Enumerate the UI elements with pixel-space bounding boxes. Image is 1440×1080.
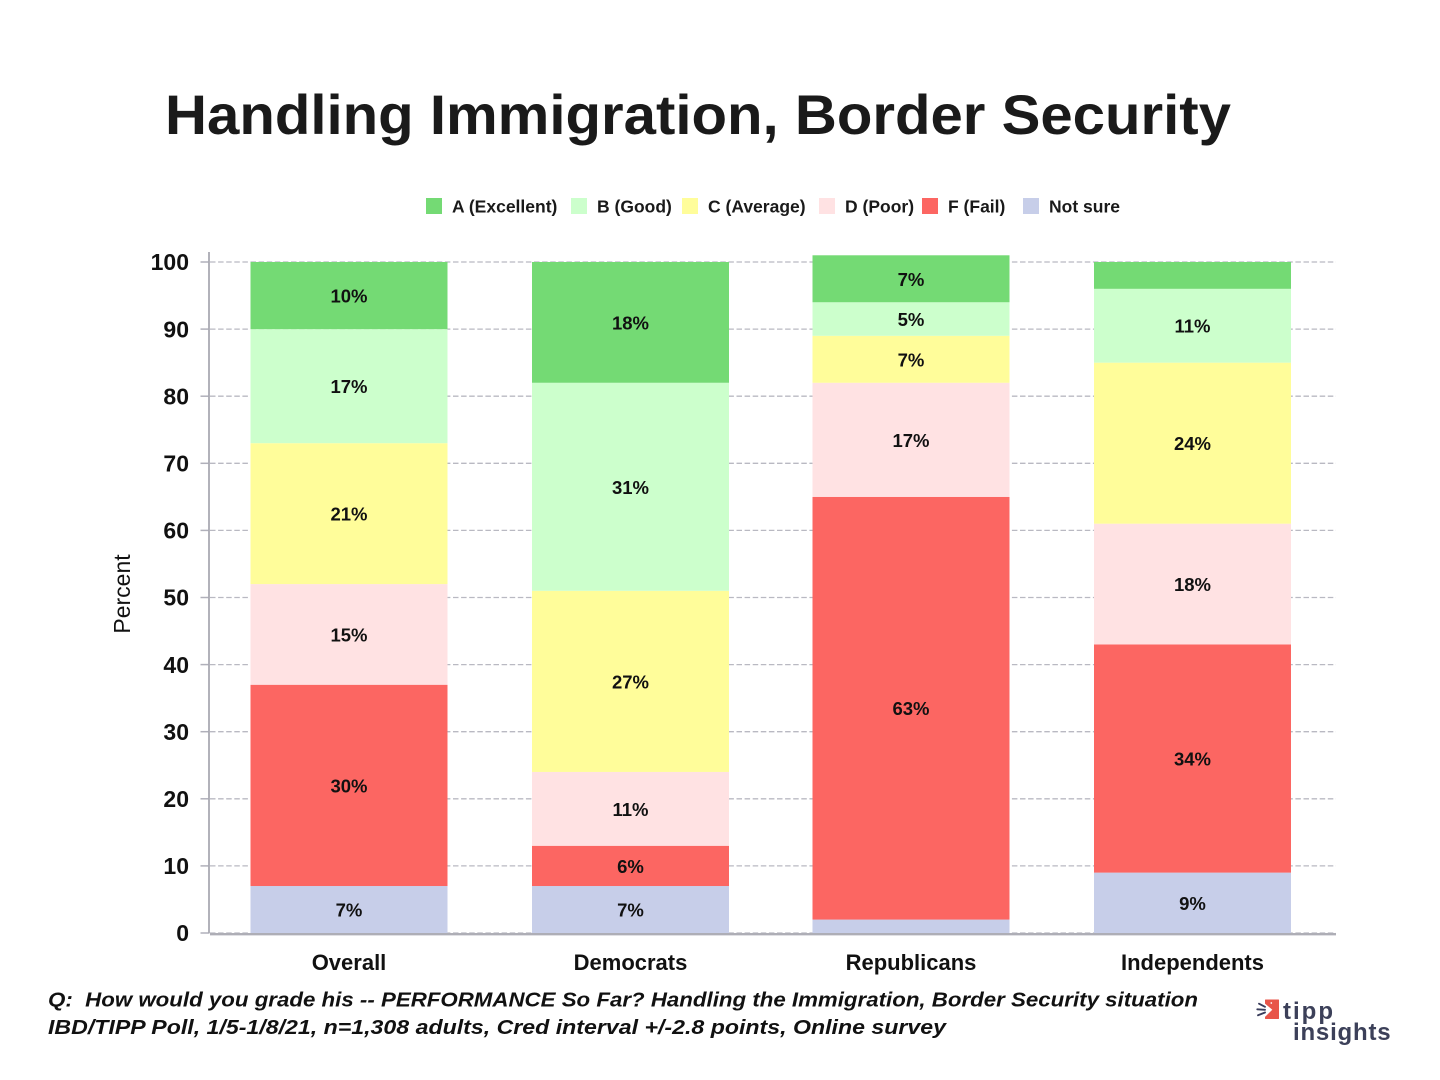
svg-text:Overall: Overall bbox=[312, 950, 387, 975]
svg-text:11%: 11% bbox=[612, 799, 648, 820]
svg-text:17%: 17% bbox=[892, 430, 929, 451]
svg-text:31%: 31% bbox=[612, 477, 649, 498]
svg-text:tipp: tipp bbox=[1283, 998, 1335, 1025]
svg-text:70: 70 bbox=[163, 451, 189, 477]
svg-text:Republicans: Republicans bbox=[846, 950, 977, 975]
svg-text:9%: 9% bbox=[1179, 893, 1206, 914]
svg-text:40: 40 bbox=[163, 652, 189, 678]
svg-text:10%: 10% bbox=[330, 286, 367, 307]
svg-text:63%: 63% bbox=[892, 698, 929, 719]
svg-text:B (Good): B (Good) bbox=[597, 197, 672, 217]
svg-text:60: 60 bbox=[163, 518, 189, 544]
svg-text:6%: 6% bbox=[617, 856, 644, 877]
svg-text:Handling Immigration, Border S: Handling Immigration, Border Security bbox=[165, 83, 1231, 146]
svg-text:30%: 30% bbox=[330, 775, 367, 796]
svg-text:7%: 7% bbox=[336, 900, 363, 921]
svg-text:15%: 15% bbox=[330, 624, 367, 645]
svg-text:Not sure: Not sure bbox=[1049, 197, 1120, 217]
svg-text:100: 100 bbox=[151, 249, 189, 275]
svg-text:insights: insights bbox=[1293, 1019, 1391, 1046]
svg-text:7%: 7% bbox=[898, 269, 925, 290]
svg-text:IBD/TIPP Poll, 1/5-1/8/21, n=1: IBD/TIPP Poll, 1/5-1/8/21, n=1,308 adult… bbox=[48, 1017, 947, 1039]
svg-text:A (Excellent): A (Excellent) bbox=[452, 197, 557, 217]
svg-text:0: 0 bbox=[176, 920, 189, 946]
svg-text:7%: 7% bbox=[898, 349, 925, 370]
svg-text:27%: 27% bbox=[612, 671, 649, 692]
svg-text:5%: 5% bbox=[898, 309, 925, 330]
svg-text:D (Poor): D (Poor) bbox=[845, 197, 914, 217]
svg-text:Q: How would you grade his --: Q: How would you grade his -- PERFORMANC… bbox=[48, 990, 1198, 1012]
svg-text:80: 80 bbox=[163, 383, 189, 409]
svg-text:90: 90 bbox=[163, 316, 189, 342]
svg-text:18%: 18% bbox=[1174, 574, 1211, 595]
svg-text:F (Fail): F (Fail) bbox=[948, 197, 1005, 217]
svg-text:Percent: Percent bbox=[109, 554, 135, 634]
svg-text:Independents: Independents bbox=[1121, 950, 1264, 975]
svg-text:50: 50 bbox=[163, 585, 189, 611]
svg-text:Democrats: Democrats bbox=[574, 950, 688, 975]
svg-text:18%: 18% bbox=[612, 312, 649, 333]
svg-text:C (Average): C (Average) bbox=[708, 197, 806, 217]
svg-text:21%: 21% bbox=[330, 504, 367, 525]
svg-text:10: 10 bbox=[163, 853, 189, 879]
svg-text:34%: 34% bbox=[1174, 749, 1211, 770]
svg-text:24%: 24% bbox=[1174, 433, 1211, 454]
svg-text:30: 30 bbox=[163, 719, 189, 745]
svg-text:11%: 11% bbox=[1174, 316, 1210, 337]
svg-text:7%: 7% bbox=[617, 900, 644, 921]
svg-text:17%: 17% bbox=[330, 376, 367, 397]
svg-text:20: 20 bbox=[163, 786, 189, 812]
